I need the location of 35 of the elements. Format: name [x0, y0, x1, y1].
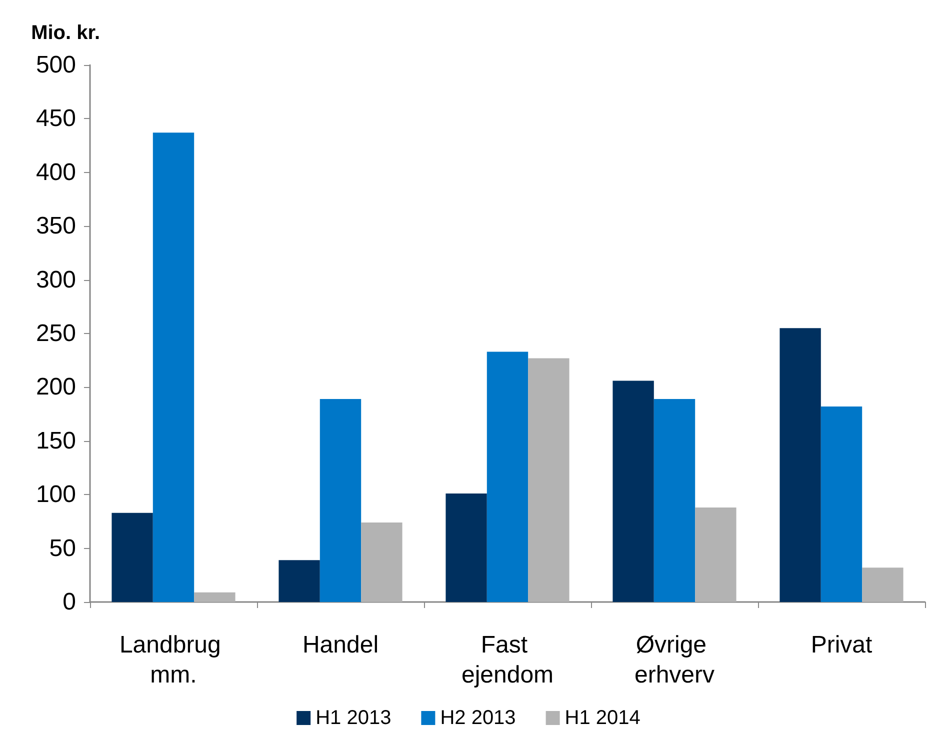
x-tick-label: Fast ejendom [461, 632, 554, 688]
y-tick-label: 350 [36, 212, 76, 240]
y-tick-label: 450 [36, 105, 76, 132]
bar [695, 507, 736, 602]
bar [194, 592, 236, 602]
y-tick-label: 200 [36, 374, 76, 401]
bar [320, 399, 362, 602]
bar [654, 399, 696, 602]
y-tick-label: 250 [36, 320, 76, 347]
bar [612, 380, 654, 602]
legend-label: H1 2014 [564, 707, 640, 729]
bar [862, 568, 904, 602]
y-axis-title: Mio. kr. [31, 22, 100, 44]
y-tick-label: 50 [49, 534, 76, 562]
bar [486, 352, 528, 602]
bar [278, 560, 320, 602]
bar [446, 494, 487, 602]
y-tick-label: 150 [36, 427, 76, 454]
y-tick-label: 500 [36, 52, 76, 78]
bar [528, 358, 570, 602]
x-tick-label: Øvrige erhverv [634, 632, 715, 688]
bar [152, 132, 194, 602]
y-tick-label: 100 [36, 481, 76, 508]
y-tick-label: 0 [62, 588, 76, 616]
y-tick-label: 400 [36, 158, 76, 186]
legend-label: H1 2013 [316, 707, 392, 729]
x-tick-label: Landbrug mm. [119, 632, 228, 688]
bar [112, 512, 153, 602]
bar [820, 406, 862, 602]
y-tick-label: 300 [36, 266, 76, 294]
legend-label: H2 2013 [440, 707, 516, 729]
bar [361, 522, 402, 602]
x-tick-label: Handel [302, 632, 379, 658]
bar [780, 328, 821, 602]
x-tick-label: Privat [810, 632, 872, 658]
